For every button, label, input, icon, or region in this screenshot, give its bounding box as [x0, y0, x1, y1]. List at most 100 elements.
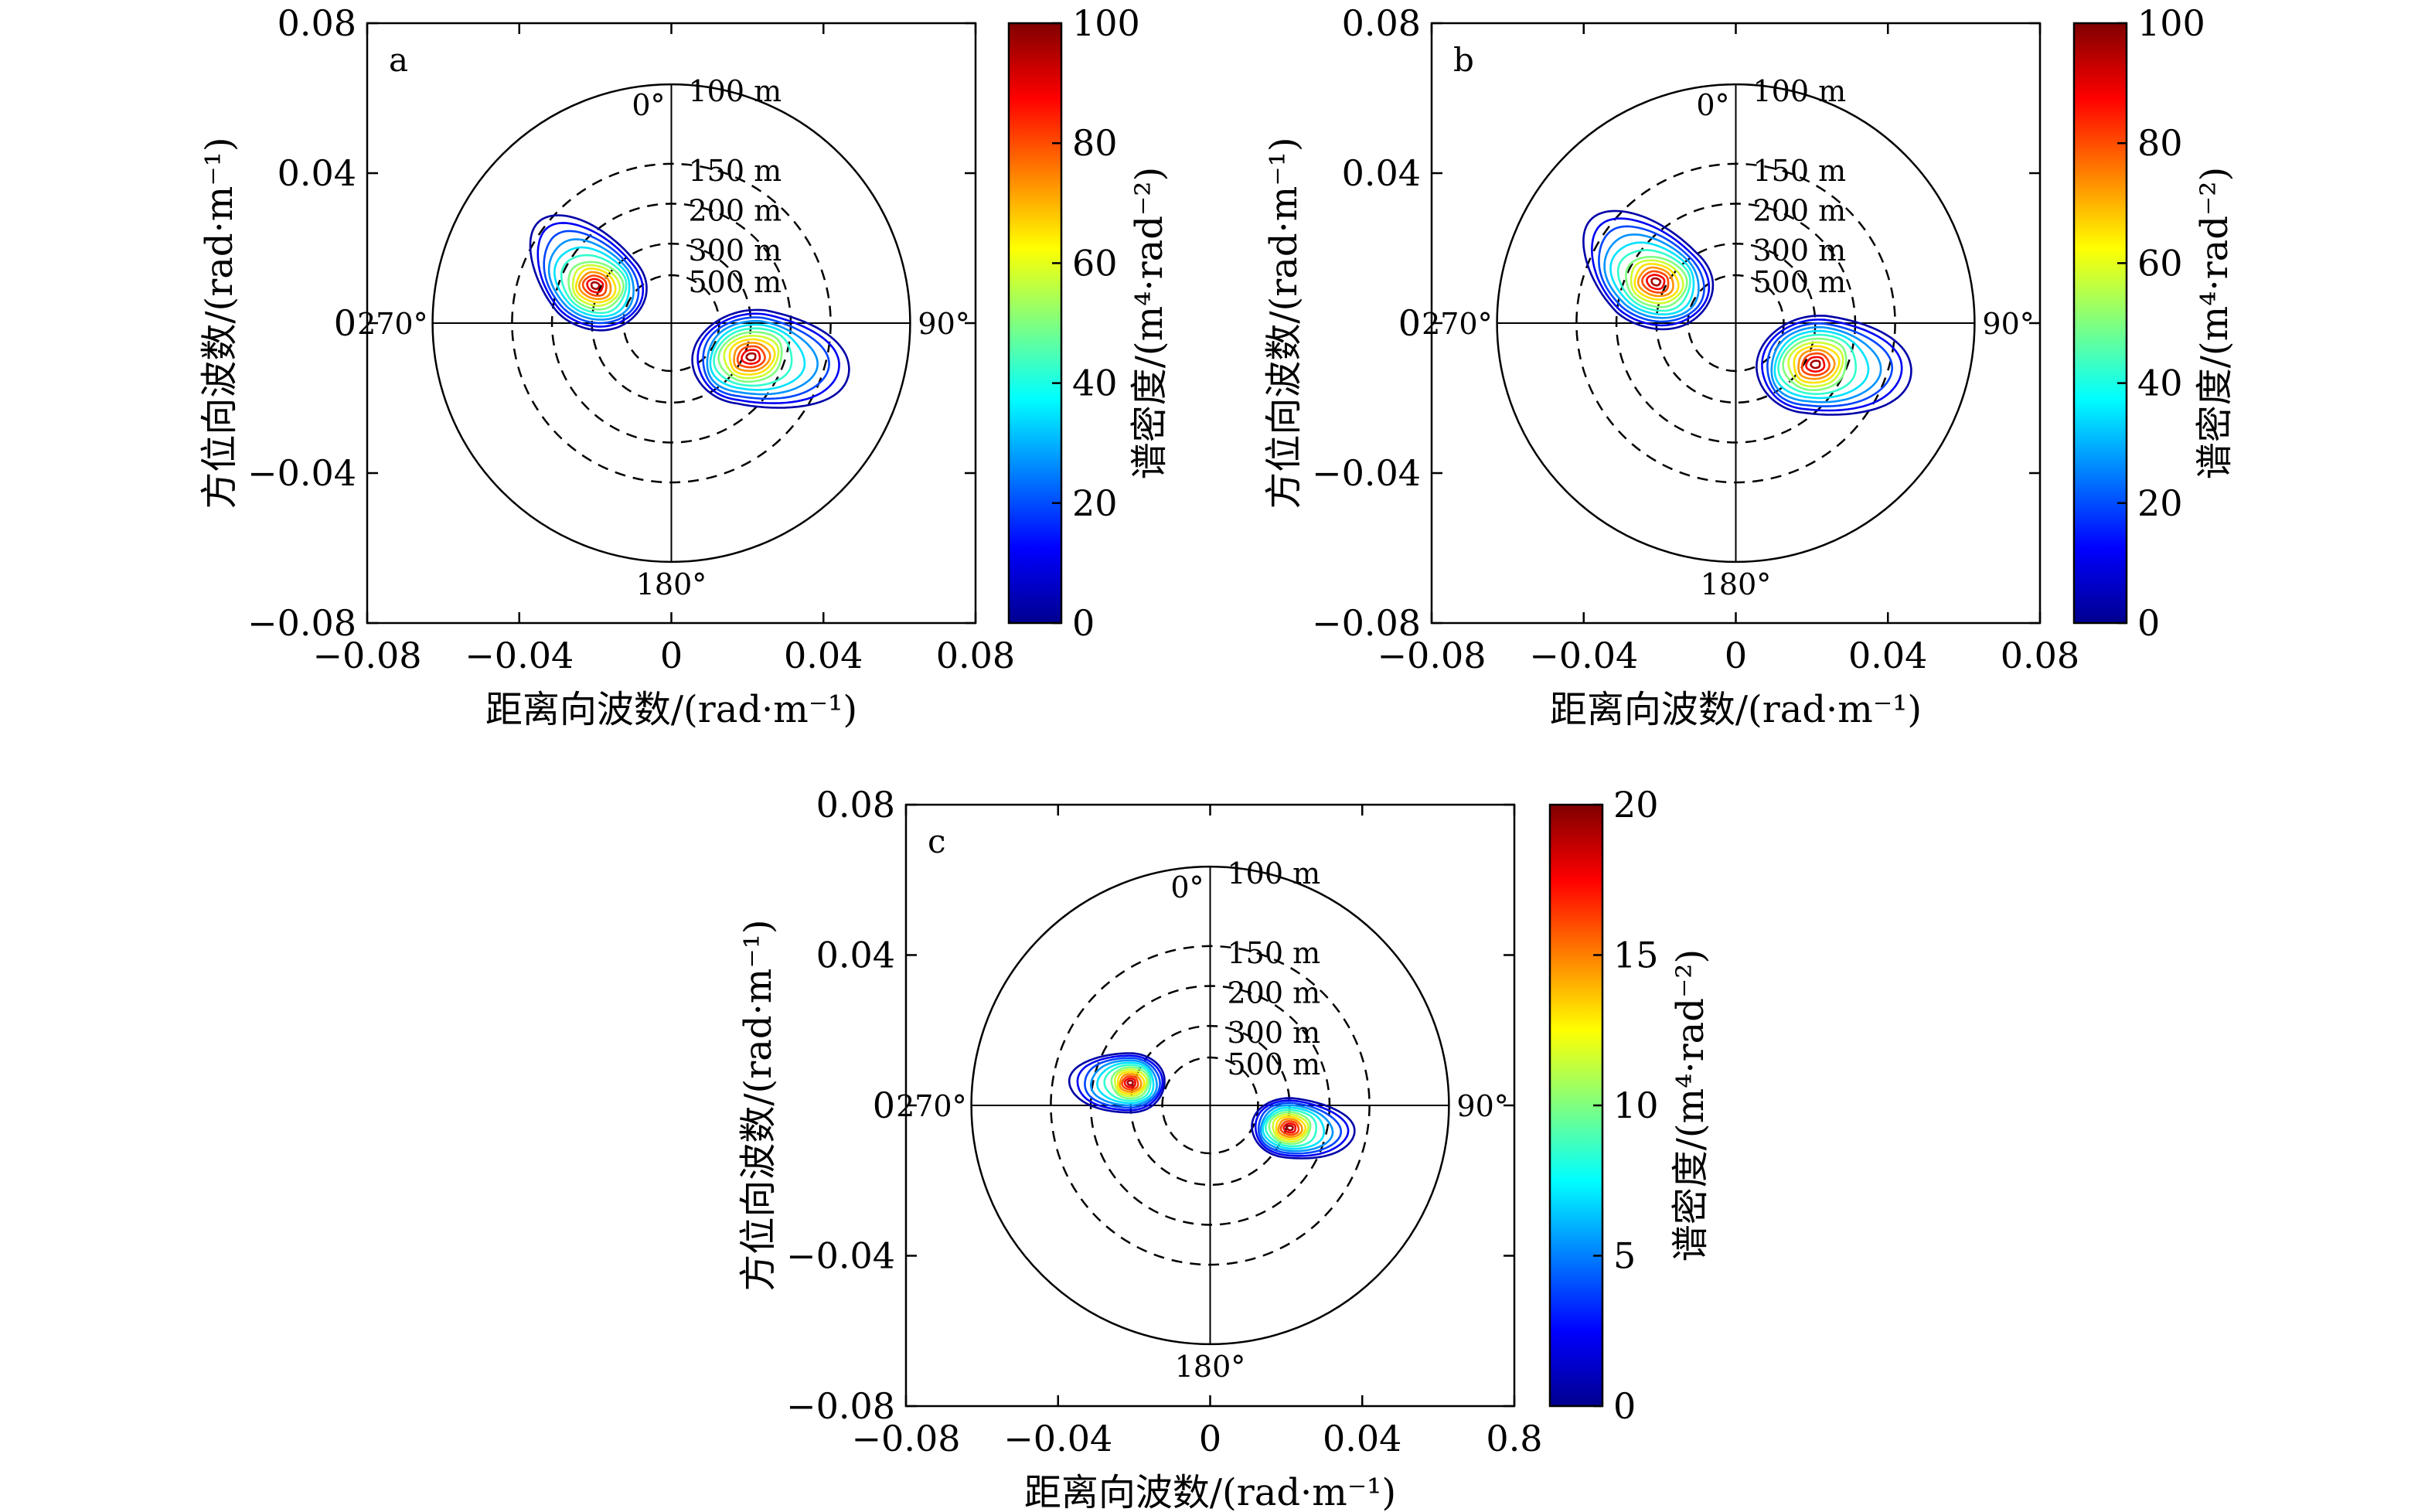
colorbar-tick-label: 100 — [1072, 2, 1140, 44]
spectral-peak — [529, 214, 648, 332]
y-axis-label: 方位向波数/(rad·m⁻¹) — [1262, 137, 1306, 509]
contour-line — [1121, 1075, 1139, 1091]
contour-line — [1782, 337, 1848, 391]
x-tick-label: −0.08 — [1378, 635, 1487, 676]
contour-line — [1797, 349, 1836, 380]
contour-line — [553, 246, 631, 318]
x-tick-label: 0.08 — [2001, 635, 2079, 676]
colorbar-tick-label: 40 — [1072, 363, 1118, 404]
contour-line — [1282, 1122, 1297, 1134]
colorbar-tick-label: 60 — [1072, 242, 1118, 284]
contour-line — [590, 281, 601, 291]
contour-line — [1123, 1077, 1136, 1088]
panel-letter: b — [1453, 41, 1474, 79]
direction-label: 180° — [636, 567, 707, 601]
contour-line — [1262, 1106, 1325, 1150]
spectral-peak — [1756, 315, 1912, 416]
contour-line — [1272, 1113, 1309, 1143]
contour-line — [1633, 263, 1680, 301]
direction-label: 270° — [1422, 307, 1493, 341]
y-tick-label: −0.08 — [786, 1385, 895, 1427]
contour-line — [1630, 259, 1684, 305]
contour-line — [581, 274, 608, 297]
colorbar-tick-label: 20 — [1072, 482, 1118, 524]
wavelength-circle — [550, 203, 792, 444]
contour-line — [543, 230, 640, 325]
colorbar-tick-label: 60 — [2137, 242, 2183, 284]
contour-line — [706, 320, 819, 396]
contour-line — [1259, 1104, 1334, 1153]
contour-line — [571, 264, 622, 308]
x-tick-label: 0 — [1725, 635, 1747, 676]
colorbar-tick-label: 15 — [1613, 935, 1659, 976]
direction-label: 90° — [1456, 1089, 1508, 1123]
contour-line — [728, 338, 776, 376]
wavelength-circle — [1161, 1056, 1259, 1155]
wavelength-circle — [1050, 945, 1371, 1266]
y-tick-label: 0.08 — [1342, 2, 1421, 44]
direction-label: 180° — [1175, 1350, 1246, 1384]
x-tick-label: 0 — [660, 635, 683, 676]
contour-line — [577, 271, 612, 301]
panel-letter: a — [389, 41, 408, 79]
contour-line — [1609, 241, 1695, 315]
y-tick-label: −0.08 — [1312, 602, 1421, 644]
direction-label: 270° — [896, 1089, 967, 1123]
contour-line — [1773, 329, 1870, 400]
contour-line — [1636, 266, 1674, 298]
x-tick-label: −0.08 — [313, 635, 422, 676]
direction-label: 180° — [1701, 567, 1772, 601]
x-tick-label: 0.8 — [1486, 1418, 1542, 1459]
contour-line — [1646, 274, 1666, 291]
wavelength-label: 100 m — [1753, 74, 1847, 108]
contour-line — [1800, 352, 1831, 376]
contour-line — [567, 261, 625, 311]
x-tick-label: 0.08 — [936, 635, 1015, 676]
contour-line — [736, 345, 766, 369]
y-tick-label: −0.04 — [786, 1235, 895, 1277]
contour-line — [702, 316, 830, 400]
contour-line — [1756, 315, 1912, 416]
contour-line — [547, 238, 635, 321]
wavelength-label: 200 m — [689, 194, 782, 228]
contour-line — [1766, 322, 1894, 407]
contour-line — [1650, 277, 1662, 287]
wavelength-circle — [511, 162, 832, 484]
x-axis-label: 距离向波数/(rad·m⁻¹) — [1024, 1471, 1396, 1512]
x-tick-label: 0.04 — [1848, 635, 1927, 676]
contour-line — [1591, 217, 1711, 327]
direction-label: 90° — [1982, 307, 2034, 341]
contour-line — [1603, 233, 1700, 319]
colorbar-tick-label: 0 — [2137, 602, 2160, 644]
wavelength-label: 300 m — [1753, 233, 1847, 267]
colorbar — [1007, 22, 1063, 625]
contour-line — [1582, 209, 1715, 331]
wavelength-label: 150 m — [1753, 154, 1847, 188]
direction-label: 0° — [1696, 88, 1729, 122]
x-tick-label: −0.04 — [1003, 1418, 1112, 1459]
contour-line — [1777, 333, 1858, 395]
contour-line — [1254, 1099, 1350, 1157]
wavelength-label: 150 m — [689, 154, 782, 188]
wavelength-label: 500 m — [1753, 265, 1847, 299]
contour-line — [1277, 1118, 1303, 1139]
direction-label: 0° — [632, 88, 665, 122]
contour-line — [1268, 1111, 1312, 1145]
direction-label: 0° — [1170, 870, 1204, 904]
colorbar-label: 谱密度/(m⁴·rad⁻²) — [2193, 167, 2236, 480]
direction-label: 90° — [918, 307, 969, 341]
colorbar-tick-label: 80 — [1072, 122, 1118, 164]
y-tick-label: 0.04 — [816, 935, 895, 976]
contour-line — [713, 327, 793, 387]
colorbar-tick-label: 10 — [1613, 1085, 1659, 1126]
wavelength-circle — [1575, 162, 1896, 484]
contour-line — [1805, 356, 1826, 373]
contour-line — [1251, 1097, 1356, 1160]
contour-line — [1110, 1066, 1150, 1100]
contour-line — [1114, 1068, 1148, 1098]
y-tick-label: −0.08 — [247, 602, 356, 644]
y-tick-label: −0.04 — [1312, 452, 1421, 494]
colorbar-tick-label: 20 — [2137, 482, 2183, 524]
wavelength-label: 150 m — [1228, 936, 1321, 970]
